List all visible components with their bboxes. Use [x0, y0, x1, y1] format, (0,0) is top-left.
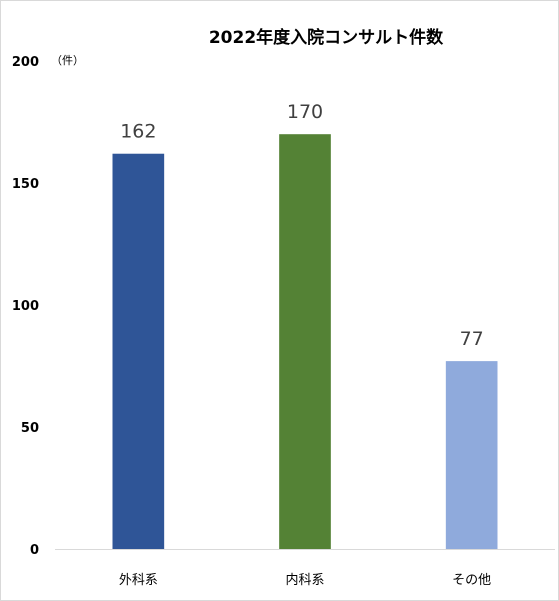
y-tick-label: 150	[12, 177, 39, 192]
bar	[112, 153, 165, 549]
bar	[279, 134, 331, 549]
y-tick-label: 100	[12, 299, 39, 314]
data-label: 77	[460, 328, 484, 350]
chart-title: 2022年度入院コンサルト件数	[208, 28, 444, 48]
bar	[445, 361, 498, 549]
x-tick-label: 内科系	[285, 572, 324, 588]
y-tick-label: 50	[21, 421, 39, 436]
data-label: 162	[120, 121, 156, 143]
y-axis-unit-label: （件）	[51, 54, 84, 67]
y-tick-label: 0	[30, 543, 39, 558]
x-tick-label: 外科系	[119, 573, 158, 588]
y-tick-label: 200	[12, 55, 39, 70]
x-tick-label: その他	[452, 573, 491, 588]
data-label: 170	[287, 101, 323, 123]
